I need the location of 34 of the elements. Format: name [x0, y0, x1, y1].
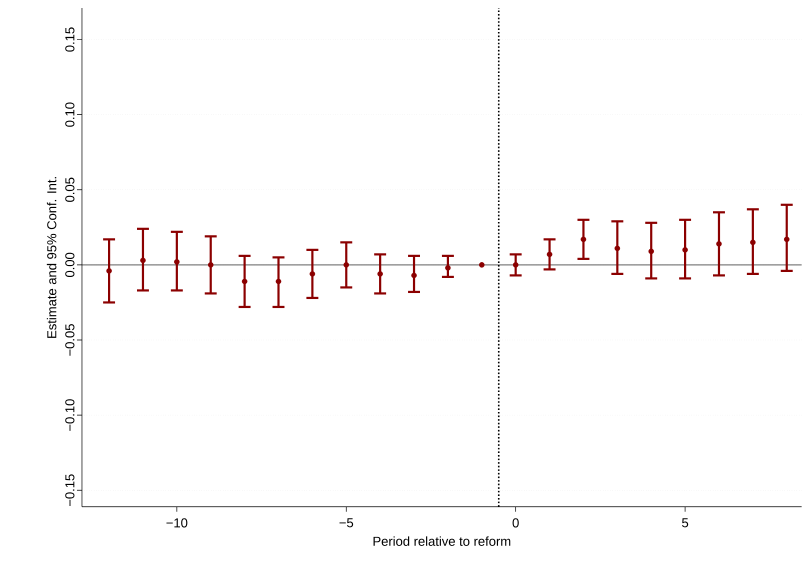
- point: [174, 259, 180, 265]
- x-axis-title: Period relative to reform: [374, 536, 510, 546]
- point: [445, 265, 451, 271]
- point: [716, 241, 722, 247]
- y-axis-title: Estimate and 95% Conf. Int.: [46, 177, 56, 338]
- point: [546, 252, 552, 258]
- x-tick-label: −5: [339, 518, 354, 528]
- point: [310, 271, 316, 277]
- y-tick-label: −0.05: [65, 324, 74, 356]
- x-tick-label: −10: [166, 518, 188, 528]
- x-tick-label: 0: [512, 518, 519, 528]
- point: [343, 262, 350, 268]
- point: [784, 236, 790, 242]
- point: [479, 262, 485, 268]
- y-tick-label: 0.05: [65, 178, 74, 202]
- y-tick-label: −0.15: [65, 474, 74, 506]
- y-tick-label: −0.10: [65, 399, 74, 432]
- point: [106, 268, 112, 274]
- y-tick-label: 0.00: [65, 252, 74, 278]
- point: [682, 247, 688, 253]
- point: [411, 272, 417, 278]
- y-tick-label: 0.10: [65, 102, 74, 127]
- point: [648, 248, 654, 254]
- point: [276, 278, 282, 284]
- point: [614, 246, 620, 252]
- point: [512, 262, 518, 268]
- x-tick-label: 5: [682, 518, 688, 528]
- point: [140, 258, 146, 264]
- y-tick-label: 0.15: [65, 28, 74, 52]
- point: [208, 262, 214, 268]
- point: [242, 278, 248, 284]
- point: [580, 236, 586, 242]
- point: [377, 271, 383, 277]
- point: [750, 240, 756, 246]
